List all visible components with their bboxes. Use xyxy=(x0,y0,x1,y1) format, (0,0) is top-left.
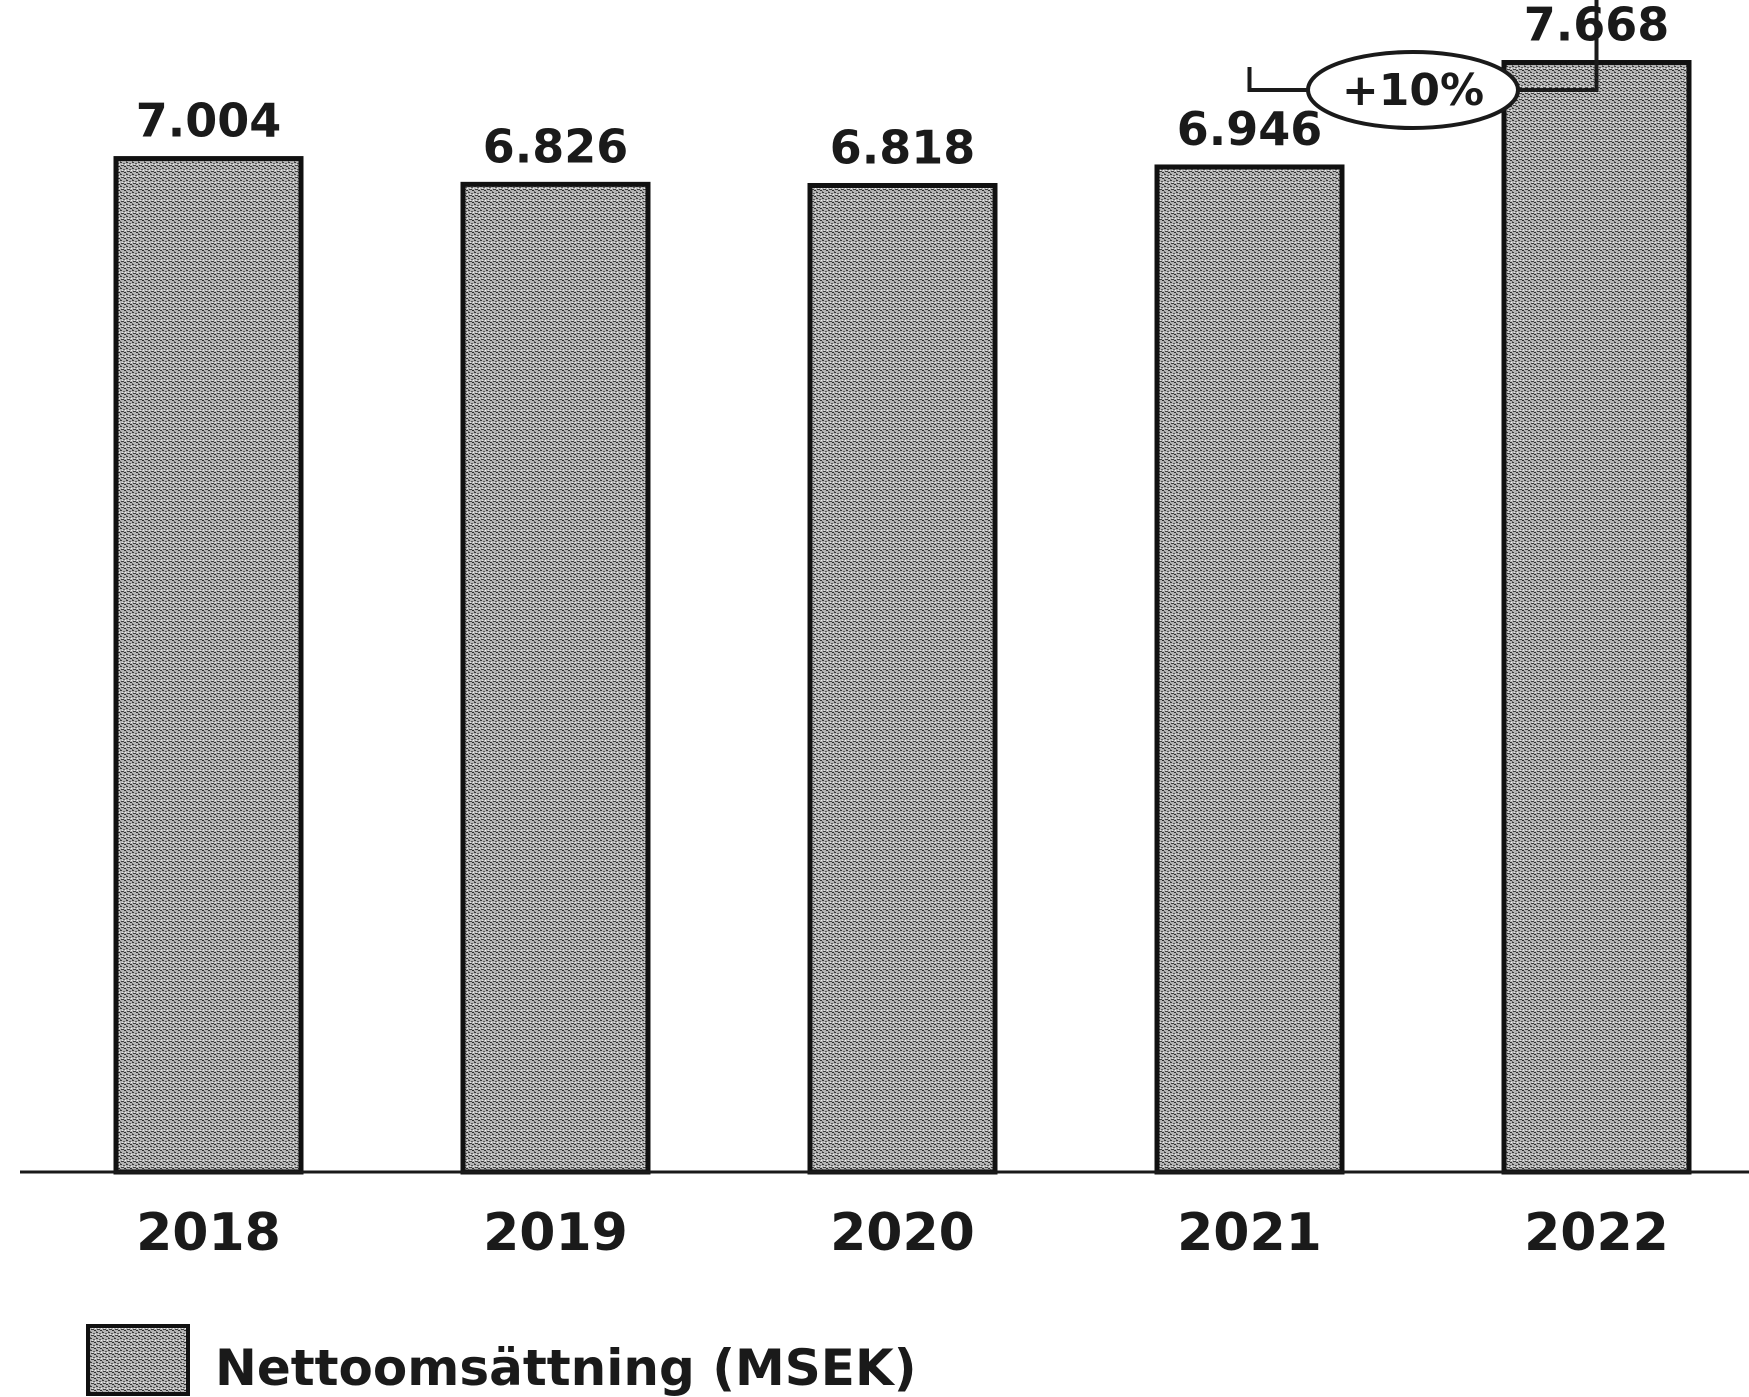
tick-label-2020: 2020 xyxy=(830,1203,975,1263)
tick-label-2022: 2022 xyxy=(1524,1203,1669,1263)
tick-label-2021: 2021 xyxy=(1177,1203,1322,1263)
growth-annotation: +10% xyxy=(1247,0,1599,130)
bar-2022 xyxy=(1501,60,1692,1175)
legend: Nettoomsättning (MSEK) xyxy=(86,1324,917,1397)
bar-2018 xyxy=(113,156,304,1175)
growth-label: +10% xyxy=(1342,65,1484,116)
value-label-2021: 6.946 xyxy=(1177,102,1323,156)
tick-labels-layer: 2018 2019 2020 2021 2022 xyxy=(136,1203,1669,1263)
tick-label-2018: 2018 xyxy=(136,1203,281,1263)
bar-2019 xyxy=(460,181,651,1175)
value-label-2020: 6.818 xyxy=(830,120,976,174)
tick-label-2019: 2019 xyxy=(483,1203,628,1263)
bars-layer xyxy=(113,60,1692,1175)
growth-oval xyxy=(1306,50,1520,130)
bar-2020 xyxy=(807,182,998,1175)
legend-label: Nettoomsättning (MSEK) xyxy=(215,1339,917,1397)
value-label-2018: 7.004 xyxy=(136,94,282,148)
legend-swatch xyxy=(86,1324,190,1396)
bar-2021 xyxy=(1154,164,1345,1175)
growth-connector-right xyxy=(1518,0,1599,92)
value-label-2019: 6.826 xyxy=(483,119,629,173)
growth-connector-left xyxy=(1247,66,1308,92)
